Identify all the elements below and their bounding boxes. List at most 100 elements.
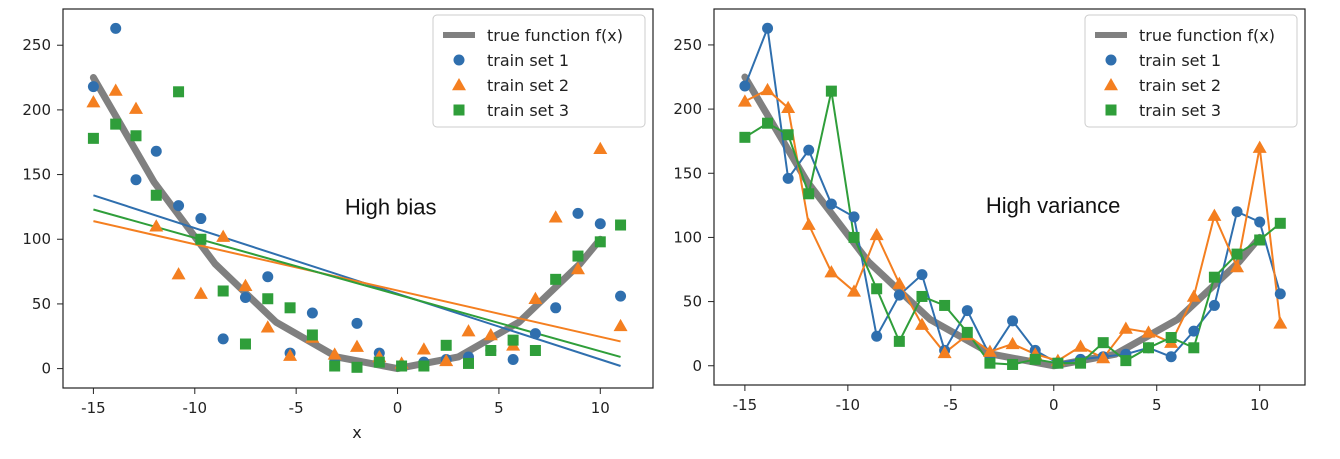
point-set-2 (86, 95, 101, 108)
point-set-1 (150, 145, 162, 157)
point-set-1 (594, 218, 606, 230)
y-tick-label: 200 (22, 101, 51, 119)
legend-swatch-train-set-3 (1105, 104, 1117, 116)
legend-label: train set 1 (487, 51, 569, 70)
point-set-1 (130, 174, 142, 186)
point-set-3 (110, 118, 122, 130)
y-tick-label: 150 (22, 166, 51, 184)
point-set-2 (416, 342, 431, 355)
point-set-2 (1118, 321, 1133, 334)
point-set-2 (349, 339, 364, 352)
point-set-1 (961, 305, 973, 317)
point-set-3 (848, 231, 860, 243)
point-set-3 (1120, 355, 1132, 367)
point-set-1 (507, 354, 519, 366)
point-set-1 (217, 333, 229, 345)
point-set-2 (801, 217, 816, 230)
point-set-3 (1029, 353, 1041, 365)
y-tick-label: 250 (22, 36, 51, 54)
point-set-3 (893, 335, 905, 347)
point-set-1 (871, 330, 883, 342)
point-set-1 (739, 80, 751, 92)
point-set-3 (507, 334, 519, 346)
point-set-3 (217, 285, 229, 297)
x-tick-label: -10 (183, 399, 208, 417)
point-set-1 (195, 213, 207, 225)
legend-swatch-train-set-2 (1104, 78, 1118, 91)
point-set-3 (762, 117, 774, 129)
point-set-3 (803, 188, 815, 200)
point-set-3 (1075, 357, 1087, 369)
legend-box (1084, 14, 1298, 128)
point-set-2 (439, 353, 454, 367)
point-set-1 (529, 328, 541, 340)
point-set-3 (594, 236, 606, 248)
point-set-2 (914, 317, 929, 330)
point-set-2 (1230, 259, 1245, 273)
point-set-1 (782, 172, 794, 184)
y-tick-label: 0 (692, 357, 702, 375)
point-set-2 (593, 141, 608, 154)
point-set-2 (869, 227, 884, 241)
plot-frame (713, 8, 1306, 386)
point-set-3 (529, 344, 541, 356)
point-set-2 (283, 348, 298, 361)
x-tick-label: -10 (836, 396, 861, 414)
point-set-2 (847, 284, 862, 297)
point-set-3 (1165, 332, 1177, 344)
x-tick-label: -15 (81, 399, 106, 417)
point-set-2 (937, 345, 952, 359)
point-set-3 (1254, 234, 1266, 246)
point-set-3 (306, 329, 318, 341)
annotation-text: High bias (345, 195, 437, 220)
point-set-1 (262, 271, 274, 283)
point-set-1 (351, 317, 363, 329)
y-tick-label: 0 (41, 360, 51, 378)
legend: true function f(x) train set 1 train set 2… (432, 14, 646, 128)
x-tick-label: 0 (1049, 396, 1059, 414)
point-set-2 (1096, 351, 1111, 364)
point-set-3 (1274, 217, 1286, 229)
point-set-1 (572, 207, 584, 219)
point-set-1 (1274, 288, 1286, 300)
point-set-1 (1254, 216, 1266, 228)
point-set-3 (1142, 342, 1154, 354)
legend: true function f(x) train set 1 train set 2… (1084, 14, 1298, 128)
y-tick-label: 100 (673, 228, 702, 246)
point-set-1 (1188, 325, 1200, 337)
point-set-1 (1208, 299, 1220, 311)
point-set-1 (1165, 351, 1177, 363)
point-set-3 (550, 273, 562, 285)
point-set-3 (239, 338, 251, 350)
point-set-2 (982, 344, 997, 357)
point-set-2 (824, 265, 839, 278)
point-set-2 (1273, 316, 1288, 329)
point-set-2 (327, 347, 342, 360)
point-set-1 (762, 22, 774, 34)
legend-label: train set 3 (1139, 101, 1221, 120)
point-set-1 (550, 302, 562, 314)
point-set-3 (373, 356, 385, 368)
point-set-3 (485, 344, 497, 356)
point-set-3 (1052, 357, 1064, 369)
point-set-2 (1186, 289, 1201, 302)
legend-swatch-train-set-3 (453, 104, 465, 116)
point-set-2 (548, 210, 563, 223)
point-set-2 (483, 327, 498, 341)
point-set-2 (781, 100, 796, 114)
y-tick-label: 150 (673, 164, 702, 182)
point-set-3 (462, 357, 474, 369)
y-tick-label: 100 (22, 230, 51, 248)
point-set-1 (615, 290, 627, 302)
point-set-2 (613, 318, 628, 332)
point-set-3 (984, 357, 996, 369)
point-set-3 (195, 233, 207, 245)
point-set-3 (1208, 271, 1220, 283)
point-set-2 (149, 219, 164, 232)
point-set-3 (1097, 337, 1109, 349)
fit-line-set-3 (93, 208, 621, 358)
legend-label: train set 2 (487, 76, 569, 95)
point-set-3 (739, 131, 751, 143)
